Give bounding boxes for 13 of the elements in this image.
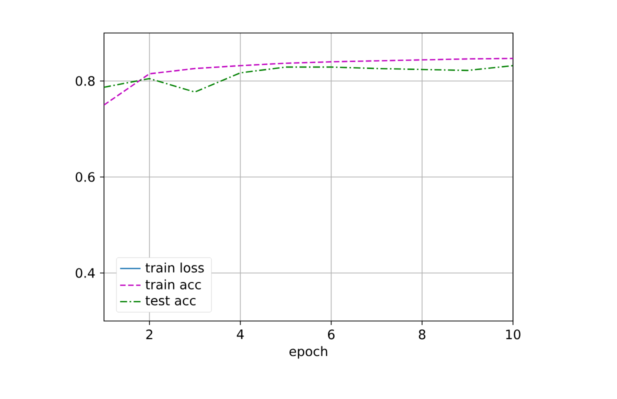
legend-label: train acc: [146, 279, 201, 290]
x-tick-label: 8: [418, 330, 426, 340]
legend-label: train loss: [146, 262, 204, 273]
legend-label: test acc: [146, 296, 196, 306]
x-axis-title: epoch: [290, 346, 328, 359]
x-tick-label: 10: [506, 330, 520, 340]
line-series: [104, 64, 514, 93]
x-tick-label: 4: [236, 330, 244, 339]
y-tick-label: 0.4: [76, 268, 95, 278]
y-tick-label: 0.8: [76, 76, 95, 86]
x-tick-label: 6: [328, 330, 335, 340]
y-tick-label: 0.6: [76, 172, 95, 182]
x-tick-label: 2: [146, 330, 152, 340]
